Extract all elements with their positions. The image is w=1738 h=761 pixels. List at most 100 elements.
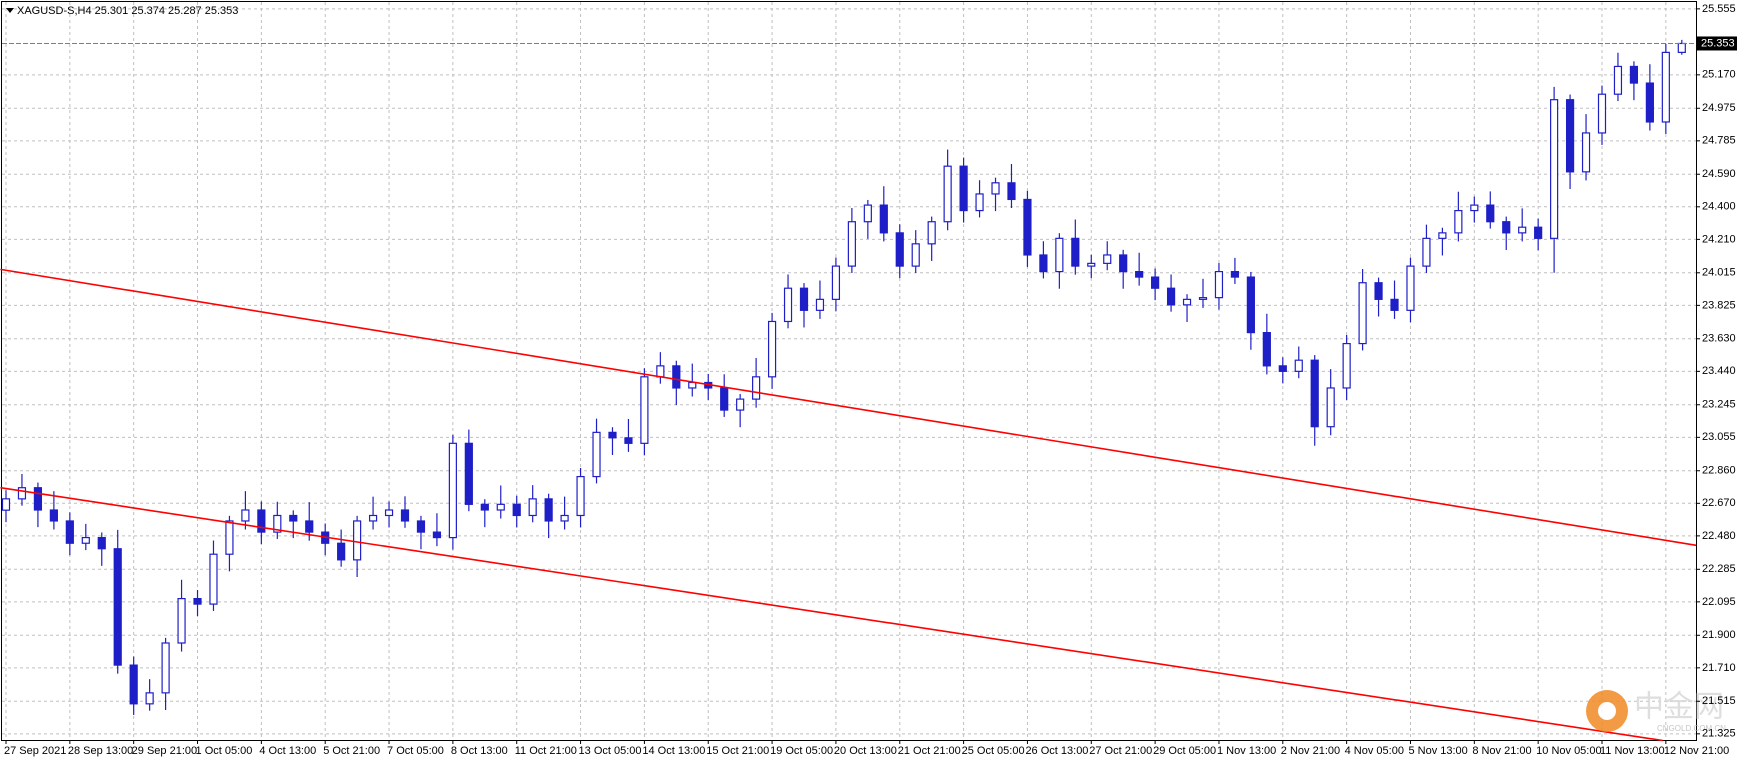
x-tick-label: 1 Oct 05:00 <box>196 745 253 757</box>
candle-body <box>1502 221 1511 234</box>
candle-body <box>1518 226 1527 234</box>
candle-body <box>432 531 442 539</box>
candle-body <box>1342 342 1351 389</box>
candle-body <box>927 221 936 245</box>
x-tick-label: 12 Nov 21:00 <box>1664 745 1729 757</box>
x-tick-label: 21 Oct 21:00 <box>898 745 961 757</box>
candle-body <box>1597 93 1607 134</box>
candle-body <box>33 487 43 511</box>
price-label: 25.353 <box>1701 37 1735 49</box>
candle-body <box>1039 254 1048 273</box>
x-tick-label: 2 Nov 21:00 <box>1281 745 1340 757</box>
candle-body <box>1486 204 1495 223</box>
candle-body <box>1677 42 1686 53</box>
candle-body <box>161 642 170 694</box>
y-tick-label: 21.900 <box>1702 629 1736 641</box>
x-tick-label: 4 Nov 05:00 <box>1345 745 1404 757</box>
x-tick-label: 27 Oct 21:00 <box>1089 745 1152 757</box>
trend-line <box>0 486 1663 742</box>
y-tick-label: 23.630 <box>1702 333 1736 345</box>
candle-body <box>97 536 106 550</box>
candle-body <box>1581 132 1591 173</box>
candle-body <box>1182 298 1192 306</box>
x-tick-label: 13 Oct 05:00 <box>579 745 642 757</box>
candle-body <box>1103 254 1112 264</box>
menu-triangle <box>6 8 14 13</box>
candle-body <box>1278 365 1287 372</box>
trend-line <box>0 268 1697 547</box>
candle-body <box>911 243 920 267</box>
y-tick-label: 24.015 <box>1702 267 1736 279</box>
y-tick-label: 23.440 <box>1702 365 1736 377</box>
candle-body <box>783 287 793 323</box>
candle-body <box>512 503 521 517</box>
candle-body <box>289 514 298 522</box>
candle-body <box>560 514 569 522</box>
candle-body <box>1454 209 1463 234</box>
x-tick-label: 1 Nov 13:00 <box>1217 745 1276 757</box>
candle-body <box>1262 332 1271 367</box>
candle-body <box>65 520 74 544</box>
logo-inner <box>1598 702 1616 720</box>
price-box <box>1697 36 1737 51</box>
candle-body <box>464 442 473 505</box>
candle-body <box>1326 387 1335 428</box>
candle-body <box>815 298 825 311</box>
y-tick-label: 24.975 <box>1702 102 1736 114</box>
candle-body <box>368 514 378 522</box>
x-tick-label: 7 Oct 05:00 <box>387 745 444 757</box>
candle-body <box>113 548 122 666</box>
candle-body <box>767 320 777 378</box>
candle-body <box>1565 99 1575 173</box>
candle-body <box>1422 237 1431 267</box>
candle-body <box>608 431 617 439</box>
y-tick-label: 22.285 <box>1702 563 1736 575</box>
candle-body <box>17 487 27 500</box>
candle-body <box>49 509 58 522</box>
x-tick-label: 15 Oct 21:00 <box>706 745 769 757</box>
x-tick-label: 5 Oct 21:00 <box>323 745 380 757</box>
candle-body <box>81 536 90 544</box>
candle-body <box>640 376 649 444</box>
candle-body <box>1645 82 1654 123</box>
candle-body <box>895 232 904 267</box>
candle-body <box>257 509 266 533</box>
candle-body <box>959 165 968 212</box>
candle-body <box>209 553 218 605</box>
x-tick-label: 4 Oct 13:00 <box>259 745 316 757</box>
candle-body <box>1613 65 1623 95</box>
candle-body <box>799 287 809 311</box>
y-tick-label: 21.325 <box>1702 728 1736 740</box>
candle-body <box>975 193 984 212</box>
candle-body <box>480 503 489 511</box>
x-tick-label: 14 Oct 13:00 <box>642 745 705 757</box>
x-tick-label: 19 Oct 05:00 <box>770 745 833 757</box>
x-tick-label: 11 Oct 21:00 <box>515 745 577 757</box>
candle-body <box>1629 65 1639 84</box>
candle-body <box>544 498 553 522</box>
candle-body <box>863 204 872 223</box>
candle-body <box>1358 282 1367 345</box>
candle-body <box>193 598 202 605</box>
y-tick-label: 25.170 <box>1702 69 1736 81</box>
candle-body <box>1166 287 1176 306</box>
watermark-sub: CNGOLD.COM.CN <box>1657 724 1726 733</box>
candle-body <box>1198 297 1208 300</box>
candle-body <box>305 520 314 533</box>
candle-body <box>576 475 585 517</box>
candle-body <box>1470 204 1479 212</box>
candle-body <box>752 376 761 400</box>
candle-body <box>1055 237 1064 273</box>
x-tick-label: 28 Sep 13:00 <box>68 745 133 757</box>
y-tick-label: 24.590 <box>1702 168 1736 180</box>
candle-body <box>225 520 234 555</box>
candle-body <box>177 598 186 644</box>
candle-body <box>528 498 537 517</box>
candle-body <box>991 182 1000 195</box>
x-tick-label: 8 Oct 13:00 <box>451 745 508 757</box>
candle-body <box>720 387 729 411</box>
candle-body <box>1406 265 1415 311</box>
y-tick-label: 22.670 <box>1702 497 1736 509</box>
y-tick-label: 21.515 <box>1702 695 1736 707</box>
candle-body <box>1661 51 1670 123</box>
